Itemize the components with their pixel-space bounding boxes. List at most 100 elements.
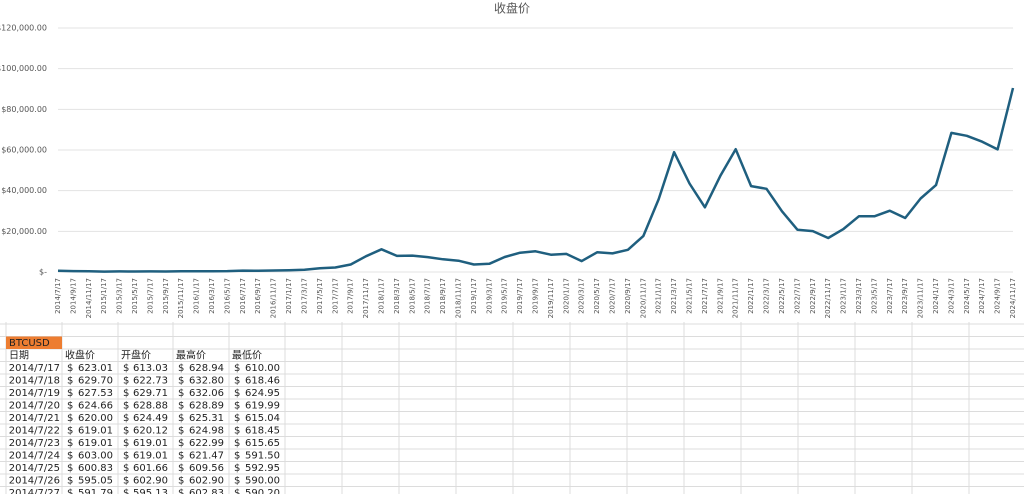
x-tick-label: 2024/3/17 [947, 278, 955, 314]
x-tick-label: 2015/11/17 [177, 278, 185, 318]
x-tick-label: 2023/9/17 [901, 278, 909, 314]
price-cell: 618.45 [245, 425, 280, 436]
currency-symbol: $ [67, 438, 73, 449]
y-tick-label: $20,000.00 [1, 227, 47, 236]
x-tick-label: 2018/11/17 [454, 278, 462, 318]
price-cell: 632.06 [189, 388, 224, 399]
x-tick-label: 2016/9/17 [254, 278, 262, 314]
price-cell: 602.83 [189, 488, 224, 494]
currency-symbol: $ [178, 438, 184, 449]
x-tick-label: 2024/11/17 [1009, 278, 1017, 318]
currency-symbol: $ [123, 375, 129, 386]
x-tick-label: 2021/7/17 [701, 278, 709, 314]
x-tick-label: 2015/7/17 [146, 278, 154, 314]
currency-symbol: $ [178, 488, 184, 494]
currency-symbol: $ [178, 463, 184, 474]
price-cell: 632.80 [189, 375, 224, 386]
x-tick-label: 2016/7/17 [239, 278, 247, 314]
price-cell: 628.94 [189, 363, 224, 374]
chart-title: 收盘价 [494, 1, 530, 16]
currency-symbol: $ [234, 413, 240, 424]
currency-symbol: $ [123, 488, 129, 494]
date-cell: 2014/7/22 [9, 425, 60, 436]
x-tick-label: 2017/3/17 [300, 278, 308, 314]
price-cell: 600.83 [78, 463, 113, 474]
x-tick-label: 2019/7/17 [516, 278, 524, 314]
x-tick-label: 2018/9/17 [439, 278, 447, 314]
date-cell: 2014/7/21 [9, 413, 60, 424]
x-tick-label: 2019/9/17 [532, 278, 540, 314]
x-tick-label: 2023/3/17 [855, 278, 863, 314]
price-cell: 624.98 [189, 425, 224, 436]
currency-symbol: $ [178, 425, 184, 436]
date-cell: 2014/7/17 [9, 363, 60, 374]
currency-symbol: $ [123, 388, 129, 399]
price-cell: 590.00 [245, 475, 280, 486]
x-tick-label: 2016/5/17 [223, 278, 231, 314]
x-tick-label: 2015/9/17 [162, 278, 170, 314]
date-cell: 2014/7/26 [9, 475, 60, 486]
price-cell: 624.95 [245, 388, 280, 399]
x-tick-label: 2021/9/17 [716, 278, 724, 314]
x-tick-label: 2022/1/17 [747, 278, 755, 314]
price-cell: 629.70 [78, 375, 113, 386]
x-tick-label: 2020/7/17 [609, 278, 617, 314]
currency-symbol: $ [67, 488, 73, 494]
x-tick-label: 2017/11/17 [362, 278, 370, 318]
x-tick-label: 2023/7/17 [886, 278, 894, 314]
currency-symbol: $ [234, 375, 240, 386]
x-tick-label: 2020/3/17 [578, 278, 586, 314]
price-cell: 590.20 [245, 488, 280, 494]
price-cell: 602.90 [189, 475, 224, 486]
price-cell: 595.13 [133, 488, 168, 494]
x-tick-label: 2017/7/17 [331, 278, 339, 314]
price-cell: 610.00 [245, 363, 280, 374]
currency-symbol: $ [123, 438, 129, 449]
sheet-name: BTCUSD [9, 338, 50, 349]
currency-symbol: $ [123, 463, 129, 474]
date-cell: 2014/7/27 [9, 488, 60, 494]
price-cell: 602.90 [133, 475, 168, 486]
x-tick-label: 2018/1/17 [377, 278, 385, 314]
y-tick-label: $120,000.00 [0, 24, 47, 33]
currency-symbol: $ [67, 475, 73, 486]
currency-symbol: $ [178, 400, 184, 411]
x-tick-label: 2021/5/17 [686, 278, 694, 314]
currency-symbol: $ [178, 450, 184, 461]
x-tick-label: 2015/3/17 [116, 278, 124, 314]
x-tick-label: 2016/1/17 [193, 278, 201, 314]
price-cell: 592.95 [245, 463, 280, 474]
price-cell: 618.46 [245, 375, 280, 386]
column-header: 开盘价 [121, 348, 151, 361]
currency-symbol: $ [178, 413, 184, 424]
currency-symbol: $ [123, 425, 129, 436]
y-tick-label: $80,000.00 [1, 105, 47, 114]
price-line [57, 87, 1015, 273]
currency-symbol: $ [234, 425, 240, 436]
column-header: 收盘价 [65, 348, 95, 361]
price-cell: 619.01 [133, 438, 168, 449]
currency-symbol: $ [67, 450, 73, 461]
currency-symbol: $ [234, 438, 240, 449]
currency-symbol: $ [234, 475, 240, 486]
currency-symbol: $ [234, 400, 240, 411]
x-tick-label: 2019/3/17 [485, 278, 493, 314]
x-tick-label: 2023/1/17 [840, 278, 848, 314]
x-tick-label: 2022/7/17 [793, 278, 801, 314]
currency-symbol: $ [234, 463, 240, 474]
price-cell: 595.05 [78, 475, 113, 486]
date-cell: 2014/7/20 [9, 400, 60, 411]
currency-symbol: $ [123, 400, 129, 411]
currency-symbol: $ [67, 425, 73, 436]
x-tick-label: 2019/11/17 [547, 278, 555, 318]
x-tick-label: 2022/3/17 [763, 278, 771, 314]
x-tick-label: 2017/9/17 [347, 278, 355, 314]
currency-symbol: $ [67, 363, 73, 374]
x-tick-label: 2022/9/17 [809, 278, 817, 314]
x-tick-label: 2019/1/17 [470, 278, 478, 314]
currency-symbol: $ [178, 363, 184, 374]
x-tick-label: 2020/9/17 [624, 278, 632, 314]
price-cell: 628.88 [133, 400, 168, 411]
